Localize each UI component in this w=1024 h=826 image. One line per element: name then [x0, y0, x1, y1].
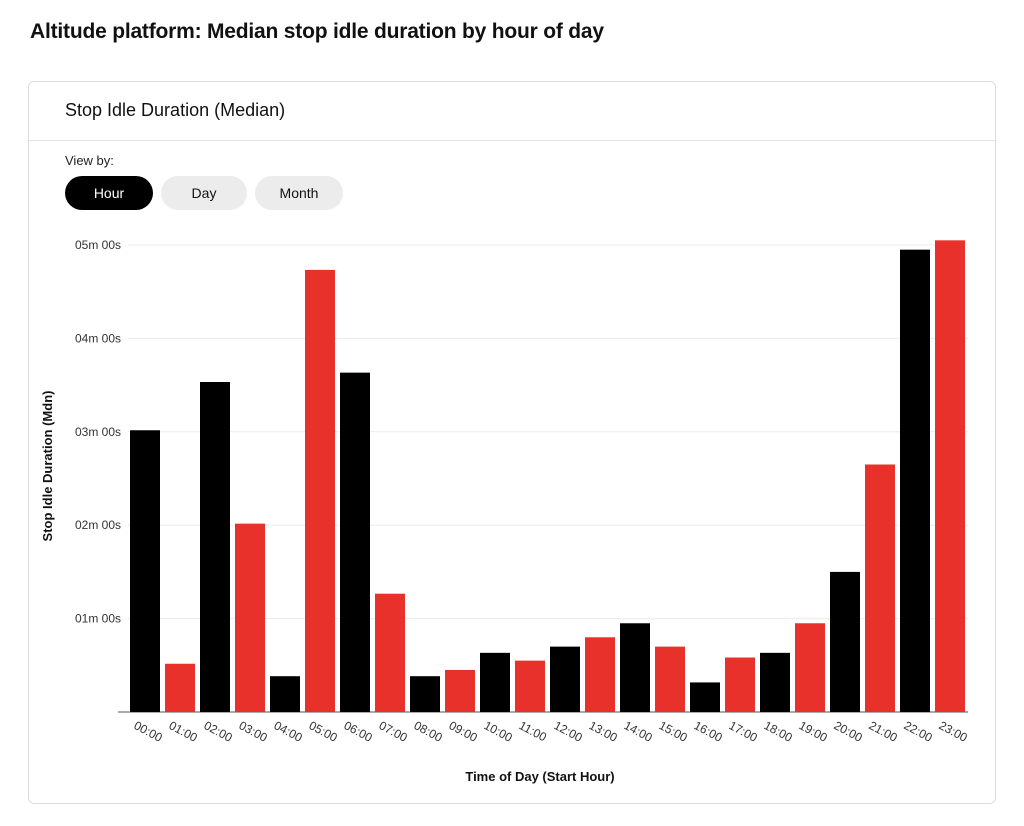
x-tick-label: 23:00: [937, 718, 970, 745]
x-tick-label: 03:00: [237, 718, 270, 745]
view-month-button[interactable]: Month: [255, 176, 343, 210]
y-tick-label: 01m 00s: [75, 612, 121, 626]
bar-0600: [340, 372, 370, 712]
bar-0000: [130, 430, 160, 712]
bar-1400: [620, 623, 650, 712]
x-tick-label: 14:00: [622, 718, 655, 745]
view-toggle-group: Hour Day Month: [65, 176, 343, 210]
x-tick-label: 05:00: [307, 718, 340, 745]
x-tick-label: 09:00: [447, 718, 480, 745]
x-tick-label: 22:00: [902, 718, 935, 745]
x-tick-label: 13:00: [587, 718, 620, 745]
view-hour-button[interactable]: Hour: [65, 176, 153, 210]
view-day-button[interactable]: Day: [161, 176, 247, 210]
bar-0900: [445, 669, 475, 712]
page-title: Altitude platform: Median stop idle dura…: [30, 20, 604, 43]
bar-2100: [865, 464, 895, 712]
bar-1200: [550, 646, 580, 712]
bar-1000: [480, 652, 510, 712]
y-tick-label: 03m 00s: [75, 425, 121, 439]
x-tick-label: 06:00: [342, 718, 375, 745]
bar-1300: [585, 637, 615, 712]
x-tick-label: 08:00: [412, 718, 445, 745]
bar-0500: [305, 269, 335, 712]
y-tick-label: 02m 00s: [75, 518, 121, 532]
bar-0800: [410, 676, 440, 712]
bar-0400: [270, 676, 300, 712]
bar-2300: [935, 240, 965, 712]
bar-2200: [900, 249, 930, 713]
bar-1100: [515, 660, 545, 712]
bar-0700: [375, 593, 405, 712]
card-header: Stop Idle Duration (Median): [29, 82, 995, 141]
view-by-label: View by:: [65, 153, 114, 168]
x-tick-label: 16:00: [692, 718, 725, 745]
bar-0200: [200, 381, 230, 712]
bar-1700: [725, 657, 755, 712]
x-tick-label: 10:00: [482, 718, 515, 745]
bar-1900: [795, 623, 825, 712]
x-tick-label: 07:00: [377, 718, 410, 745]
bar-0300: [235, 523, 265, 712]
x-tick-label: 21:00: [867, 718, 900, 745]
x-tick-label: 01:00: [167, 718, 200, 745]
y-axis-title: Stop Idle Duration (Mdn): [40, 391, 55, 542]
x-tick-label: 00:00: [132, 718, 165, 745]
x-tick-label: 18:00: [762, 718, 795, 745]
x-tick-label: 04:00: [272, 718, 305, 745]
y-tick-label: 05m 00s: [75, 238, 121, 252]
bar-2000: [830, 571, 860, 712]
bar-0100: [165, 663, 195, 712]
x-tick-label: 11:00: [517, 718, 550, 744]
x-tick-label: 15:00: [657, 718, 690, 745]
x-tick-label: 02:00: [202, 718, 235, 745]
x-tick-label: 20:00: [832, 718, 865, 745]
bar-1500: [655, 646, 685, 712]
card-title: Stop Idle Duration (Median): [65, 100, 286, 120]
x-axis-title: Time of Day (Start Hour): [465, 769, 614, 784]
bar-1800: [760, 652, 790, 712]
x-tick-label: 17:00: [727, 718, 760, 745]
x-tick-label: 19:00: [797, 718, 830, 745]
bar-1600: [690, 682, 720, 712]
x-tick-label: 12:00: [552, 718, 585, 745]
y-tick-label: 04m 00s: [75, 331, 121, 345]
